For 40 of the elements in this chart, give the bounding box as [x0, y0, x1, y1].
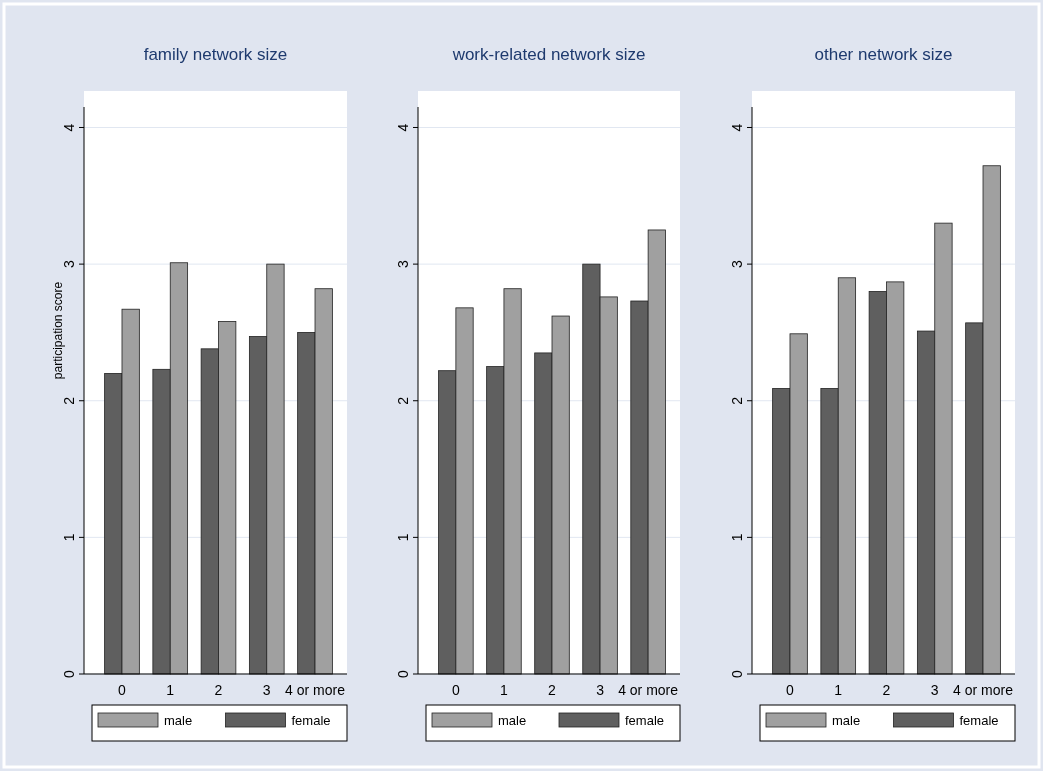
y-tick-label: 0 — [61, 669, 77, 678]
x-tick-label: 2 — [548, 682, 557, 698]
y-tick-label: 1 — [729, 533, 745, 542]
y-tick-label: 4 — [395, 123, 411, 132]
y-tick-label: 4 — [729, 123, 745, 132]
legend-label: male — [164, 713, 193, 728]
y-tick-label: 1 — [61, 533, 77, 542]
y-tick-label: 0 — [395, 669, 411, 678]
y-tick-label: 3 — [61, 260, 77, 269]
x-tick-label: 4 or more — [953, 682, 1014, 698]
x-tick-label: 3 — [930, 682, 939, 698]
legend-label: male — [498, 713, 527, 728]
y-tick-label: 2 — [729, 396, 745, 405]
x-tick-label: 2 — [214, 682, 223, 698]
legend-label: female — [291, 713, 331, 728]
y-tick-label: 1 — [395, 533, 411, 542]
legend-label: female — [625, 713, 665, 728]
y-tick-label: 2 — [395, 396, 411, 405]
y-tick-label: 4 — [61, 123, 77, 132]
chart-title: family network size — [143, 45, 288, 64]
legend-label: female — [959, 713, 999, 728]
chart-title: work-related network size — [451, 45, 646, 64]
y-tick-label: 0 — [729, 669, 745, 678]
x-tick-label: 3 — [596, 682, 605, 698]
x-tick-label: 0 — [451, 682, 460, 698]
legend-label: male — [832, 713, 861, 728]
x-tick-label: 0 — [786, 682, 795, 698]
y-axis-title: participation score — [51, 281, 65, 380]
x-tick-label: 3 — [262, 682, 271, 698]
x-tick-label: 0 — [118, 682, 127, 698]
x-tick-label: 4 or more — [285, 682, 346, 698]
x-tick-label: 4 or more — [618, 682, 679, 698]
x-tick-label: 2 — [882, 682, 891, 698]
y-tick-label: 3 — [729, 260, 745, 269]
x-tick-label: 1 — [166, 682, 175, 698]
y-tick-label: 3 — [395, 260, 411, 269]
y-tick-label: 2 — [61, 396, 77, 405]
x-tick-label: 1 — [834, 682, 843, 698]
x-tick-label: 1 — [500, 682, 509, 698]
chart-title: other network size — [814, 45, 953, 64]
